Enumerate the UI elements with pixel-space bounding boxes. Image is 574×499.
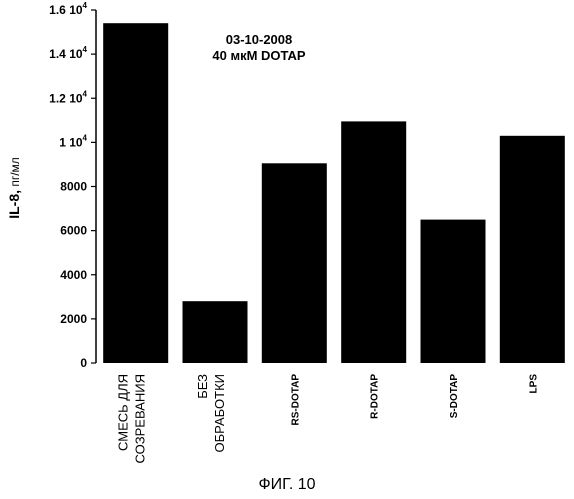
x-category-label: R-DOTAP <box>370 374 381 419</box>
bar <box>262 163 327 363</box>
y-axis-title: IL-8, пг/мл <box>6 157 22 219</box>
x-axis-labels: СМЕСЬ ДЛЯСОЗРЕВАНИЯ БЕЗОБРАБОТКИ RS-DOTAP R… <box>116 374 540 464</box>
x-category-line: СМЕСЬ ДЛЯ <box>116 374 131 451</box>
y-tick-label: 1 104 <box>59 133 87 149</box>
y-tick-label: 4000 <box>60 268 87 282</box>
y-tick-label: 1.4 104 <box>49 45 87 61</box>
x-category-label: БЕЗОБРАБОТКИ <box>195 374 227 453</box>
x-category-label: LPS <box>528 374 539 394</box>
x-category-line: S-DOTAP <box>449 374 460 419</box>
x-category-line: R-DOTAP <box>370 374 381 419</box>
bar <box>341 121 406 363</box>
y-axis-label: IL-8, пг/мл <box>6 157 22 219</box>
bars <box>103 23 565 363</box>
figure-caption: ФИГ. 10 <box>0 476 574 494</box>
x-category-line: БЕЗ <box>195 374 210 399</box>
bar <box>183 301 248 363</box>
bar <box>421 220 486 363</box>
y-tick-label: 6000 <box>60 224 87 238</box>
x-category-line: LPS <box>528 374 539 394</box>
y-axis: 0 2000 4000 6000 8000 1 104 1.2 104 1.4 104 1.6 … <box>49 1 96 370</box>
y-tick-label: 2000 <box>60 312 87 326</box>
bar <box>500 136 565 363</box>
x-category-line: RS-DOTAP <box>290 374 301 426</box>
y-tick-label: 8000 <box>60 180 87 194</box>
x-category-line: ОБРАБОТКИ <box>212 374 227 452</box>
bar-chart: 03-10-200840 мкМ DOTAP 0 2000 4000 6000 8000… <box>0 0 574 470</box>
bar <box>103 23 168 363</box>
chart-annotation: 03-10-200840 мкМ DOTAP <box>212 32 306 63</box>
y-tick-label: 1.6 104 <box>49 1 87 17</box>
annotation-line: 03-10-2008 <box>226 32 293 47</box>
annotation-line: 40 мкМ DOTAP <box>212 48 306 63</box>
y-tick-label: 1.2 104 <box>49 89 87 105</box>
x-category-line: СОЗРЕВАНИЯ <box>133 374 148 463</box>
x-category-label: S-DOTAP <box>449 374 460 419</box>
x-category-label: СМЕСЬ ДЛЯСОЗРЕВАНИЯ <box>116 374 148 463</box>
y-tick-label: 0 <box>80 356 87 370</box>
x-category-label: RS-DOTAP <box>290 374 301 426</box>
